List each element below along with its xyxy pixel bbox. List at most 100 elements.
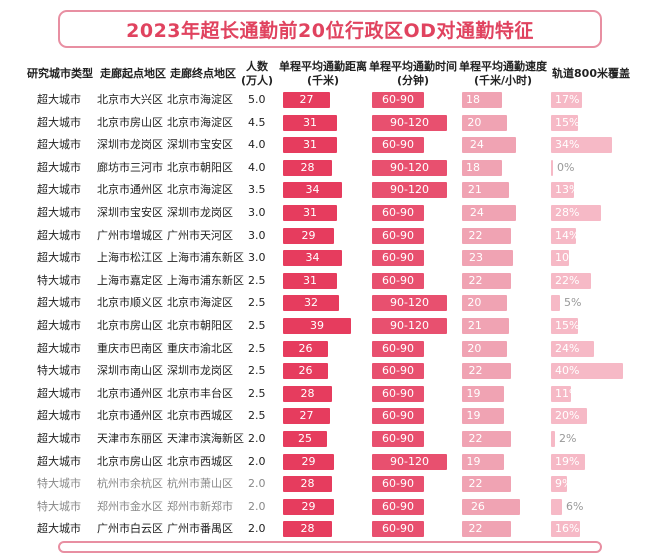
speed-bar: 23 (462, 250, 513, 266)
distance-label: 26 (298, 342, 313, 355)
distance-bar: 34 (283, 250, 342, 266)
cell-people: 4.0 (248, 138, 266, 151)
speed-label: 19 (466, 387, 481, 400)
cell-end: 北京市朝阳区 (167, 319, 233, 332)
time-bar: 60-90 (372, 363, 424, 379)
coverage-bar: 13% (551, 182, 579, 198)
coverage-bar: 14% (551, 228, 580, 244)
coverage-label: 22% (555, 274, 580, 287)
time-label: 60-90 (382, 522, 414, 535)
distance-label: 31 (303, 138, 317, 151)
cell-end: 北京市海淀区 (167, 296, 233, 309)
time-label: 60-90 (382, 477, 414, 490)
header-dist-1: 单程平均通勤距离 (279, 60, 367, 73)
speed-bar: 18 (462, 92, 502, 108)
distance-bar: 29 (283, 499, 334, 515)
speed-bar: 21 (462, 318, 509, 334)
coverage-label: 14% (555, 229, 580, 242)
time-bar: 60-90 (372, 205, 424, 221)
cell-start: 天津市东丽区 (97, 432, 163, 445)
distance-label: 29 (301, 455, 316, 468)
cell-start: 北京市顺义区 (97, 296, 163, 309)
time-label: 60-90 (382, 409, 414, 422)
cell-type: 超大城市 (37, 387, 81, 400)
cell-end: 深圳市龙岗区 (167, 206, 233, 219)
distance-bar: 28 (283, 476, 332, 492)
time-bar: 90-120 (372, 318, 447, 334)
coverage-bar: 6% (551, 499, 583, 515)
distance-label: 28 (300, 387, 315, 400)
time-label: 60-90 (382, 138, 414, 151)
cell-type: 超大城市 (37, 161, 81, 174)
coverage-bar: 34% (551, 137, 612, 153)
cell-start: 北京市通州区 (97, 387, 163, 400)
distance-label: 31 (303, 274, 317, 287)
distance-bar: 28 (283, 521, 332, 537)
cell-people: 5.0 (248, 93, 266, 106)
speed-label: 20 (467, 296, 482, 309)
distance-label: 27 (299, 93, 314, 106)
cell-end: 杭州市萧山区 (167, 477, 233, 490)
cell-end: 北京市朝阳区 (167, 161, 233, 174)
chart-title: 2023年超长通勤前20位行政区OD对通勤特征 (58, 10, 602, 48)
time-bar: 60-90 (372, 499, 424, 515)
cell-people: 4.5 (248, 116, 266, 129)
coverage-label: 5% (564, 296, 582, 309)
speed-bar: 24 (462, 137, 516, 153)
time-bar: 90-120 (372, 295, 447, 311)
speed-bar: 21 (462, 182, 509, 198)
header-start: 走廊起点地区 (100, 67, 166, 80)
speed-bar: 22 (462, 228, 511, 244)
cell-type: 特大城市 (37, 500, 81, 513)
coverage-bar: 17% (551, 92, 582, 108)
speed-bar: 20 (462, 295, 507, 311)
time-label: 60-90 (382, 500, 414, 513)
speed-label: 22 (468, 477, 483, 490)
coverage-label: 19% (555, 455, 580, 468)
cell-people: 2.0 (248, 432, 266, 445)
speed-bar: 22 (462, 521, 511, 537)
cell-type: 超大城市 (37, 522, 81, 535)
time-bar: 60-90 (372, 273, 424, 289)
cell-end: 北京市海淀区 (167, 183, 233, 196)
time-bar: 60-90 (372, 476, 424, 492)
speed-bar: 26 (462, 499, 520, 515)
time-bar: 60-90 (372, 521, 424, 537)
coverage-label: 10% (555, 251, 580, 264)
coverage-bar: 9% (551, 476, 572, 492)
cell-end: 上海市浦东新区 (167, 251, 244, 264)
time-label: 90-120 (390, 319, 429, 332)
header-time-1: 单程平均通勤时间 (369, 60, 457, 73)
coverage-label: 15% (555, 116, 580, 129)
coverage-bar: 19% (551, 454, 585, 470)
distance-label: 29 (301, 500, 316, 513)
coverage-label: 11% (555, 387, 580, 400)
time-bar: 60-90 (372, 408, 424, 424)
distance-bar: 32 (283, 295, 339, 311)
coverage-bar: 10% (551, 250, 579, 266)
distance-bar: 26 (283, 363, 328, 379)
cell-people: 3.0 (248, 251, 266, 264)
cell-end: 北京市西城区 (167, 409, 233, 422)
speed-bar: 22 (462, 273, 511, 289)
cell-type: 特大城市 (37, 274, 81, 287)
distance-bar: 25 (283, 431, 327, 447)
distance-label: 26 (298, 364, 313, 377)
speed-label: 22 (468, 364, 483, 377)
cell-start: 北京市通州区 (97, 183, 163, 196)
coverage-bar: 15% (551, 115, 580, 131)
time-bar: 90-120 (372, 115, 447, 131)
coverage-label: 6% (566, 500, 584, 513)
distance-bar: 29 (283, 228, 334, 244)
distance-label: 28 (300, 161, 315, 174)
cell-people: 2.5 (248, 274, 266, 287)
time-label: 90-120 (390, 161, 429, 174)
time-label: 60-90 (382, 229, 414, 242)
cell-type: 超大城市 (37, 138, 81, 151)
distance-label: 28 (300, 477, 315, 490)
time-bar: 90-120 (372, 454, 447, 470)
coverage-label: 28% (555, 206, 580, 219)
cell-people: 3.5 (248, 183, 266, 196)
cell-end: 深圳市宝安区 (167, 138, 233, 151)
coverage-bar: 24% (551, 341, 594, 357)
